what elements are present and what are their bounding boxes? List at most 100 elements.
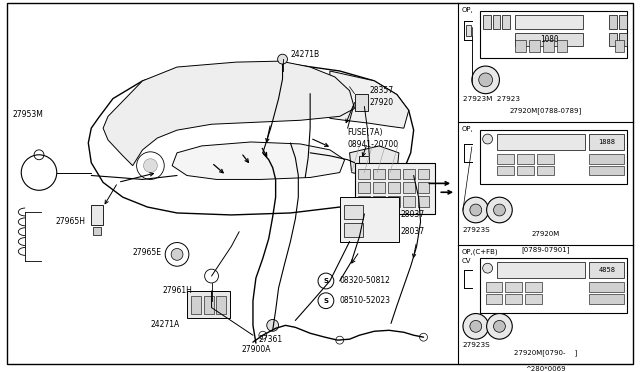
Text: 1888: 1888	[598, 139, 616, 145]
Bar	[373, 169, 385, 179]
Bar	[515, 15, 583, 29]
Bar	[493, 15, 500, 29]
Bar	[418, 196, 429, 207]
Bar	[344, 205, 364, 219]
Bar	[486, 294, 502, 304]
Bar	[497, 134, 585, 150]
Polygon shape	[172, 142, 345, 179]
Bar	[187, 291, 230, 318]
Bar	[340, 197, 399, 241]
Text: OP,: OP,	[462, 126, 474, 132]
Bar	[388, 169, 400, 179]
Bar	[480, 11, 627, 58]
Bar	[589, 294, 623, 304]
Circle shape	[420, 333, 428, 341]
Bar	[497, 262, 585, 278]
Bar	[525, 294, 542, 304]
Circle shape	[486, 197, 512, 223]
Bar	[358, 196, 371, 207]
Circle shape	[470, 204, 482, 216]
Polygon shape	[330, 71, 409, 128]
Bar	[619, 32, 627, 46]
Circle shape	[463, 314, 488, 339]
Text: 1080: 1080	[540, 35, 559, 44]
Text: 27920M: 27920M	[531, 231, 559, 237]
Bar	[480, 258, 627, 312]
Bar	[480, 130, 627, 185]
Bar	[537, 166, 554, 176]
Polygon shape	[103, 61, 355, 166]
Bar	[515, 32, 583, 46]
Polygon shape	[88, 64, 413, 215]
Circle shape	[483, 134, 493, 144]
Bar	[403, 196, 415, 207]
Bar	[497, 166, 514, 176]
Circle shape	[267, 320, 278, 331]
Text: OP,: OP,	[462, 7, 474, 13]
Bar	[529, 41, 540, 52]
Bar	[589, 282, 623, 292]
Bar	[358, 169, 371, 179]
Text: 27900A: 27900A	[241, 345, 271, 354]
Bar	[525, 282, 542, 292]
Bar	[344, 223, 364, 237]
Circle shape	[483, 263, 493, 273]
Text: 24271B: 24271B	[291, 50, 319, 59]
Circle shape	[136, 152, 164, 179]
Text: 27361: 27361	[259, 335, 283, 344]
Bar	[358, 182, 371, 193]
Bar	[589, 166, 623, 176]
Bar	[93, 227, 101, 235]
Text: S: S	[323, 278, 328, 284]
Circle shape	[171, 248, 183, 260]
Bar	[216, 296, 227, 314]
Text: 27923S: 27923S	[463, 227, 491, 233]
Text: 28037: 28037	[401, 227, 425, 236]
Circle shape	[479, 73, 493, 87]
Text: S: S	[323, 298, 328, 304]
Text: 27920: 27920	[369, 98, 394, 107]
Bar	[497, 154, 514, 164]
Bar	[388, 196, 400, 207]
Circle shape	[493, 320, 506, 332]
Text: 27965H: 27965H	[56, 217, 86, 226]
Text: FUSE(7A): FUSE(7A)	[348, 128, 383, 137]
Circle shape	[205, 269, 218, 283]
Bar	[615, 41, 623, 52]
Bar	[355, 163, 435, 214]
Text: 4858: 4858	[598, 267, 616, 273]
Text: 28037: 28037	[401, 211, 425, 219]
Bar	[418, 169, 429, 179]
Text: [0789-07901]: [0789-07901]	[521, 247, 570, 253]
Bar	[589, 262, 623, 278]
Bar	[557, 41, 568, 52]
Bar	[619, 15, 627, 29]
Bar	[537, 154, 554, 164]
Bar	[517, 166, 534, 176]
Bar	[373, 182, 385, 193]
Text: 08510-52023: 08510-52023	[340, 296, 390, 305]
Circle shape	[493, 204, 506, 216]
Bar	[502, 15, 510, 29]
Circle shape	[472, 66, 499, 94]
Circle shape	[278, 54, 287, 64]
Bar	[204, 296, 214, 314]
Bar	[609, 32, 617, 46]
Text: 27920M[0790-    ]: 27920M[0790- ]	[514, 349, 577, 356]
Text: CV: CV	[462, 258, 472, 264]
Bar	[543, 41, 554, 52]
Text: 28357: 28357	[369, 86, 394, 95]
Bar	[373, 196, 385, 207]
Circle shape	[463, 197, 488, 223]
Text: 27953M: 27953M	[12, 110, 44, 119]
Text: 27965E: 27965E	[132, 248, 162, 257]
Circle shape	[470, 320, 482, 332]
Bar	[403, 169, 415, 179]
Circle shape	[318, 293, 334, 309]
Bar	[403, 182, 415, 193]
Bar	[483, 15, 491, 29]
Bar	[515, 41, 526, 52]
Circle shape	[336, 336, 344, 344]
Text: ^280*0069: ^280*0069	[525, 366, 566, 372]
Bar	[517, 154, 534, 164]
